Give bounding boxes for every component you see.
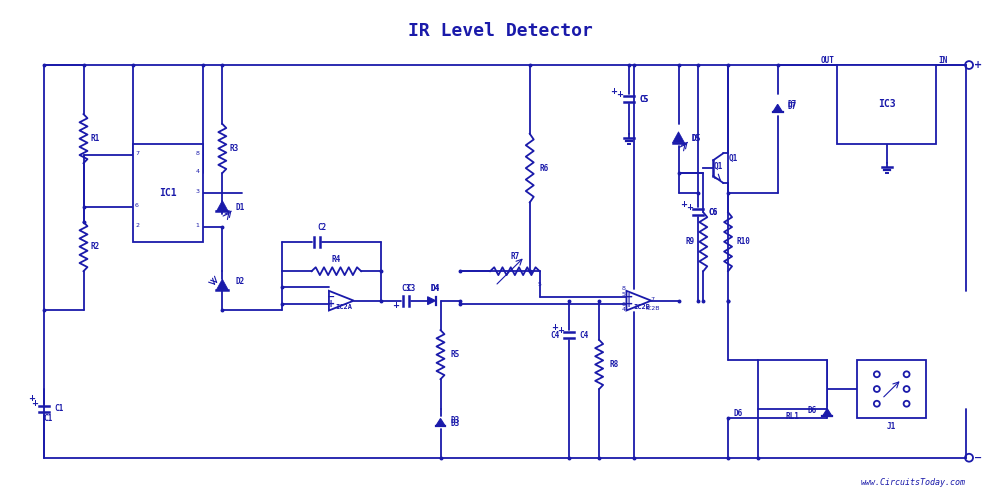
Text: D4: D4 [431,284,440,293]
Text: D3: D3 [451,419,460,428]
Polygon shape [673,132,684,143]
Text: 4: 4 [622,308,626,312]
Text: D5: D5 [692,134,701,143]
Text: C1: C1 [44,414,53,423]
Text: 3: 3 [196,188,200,194]
Text: C5: C5 [639,95,648,104]
Text: IC1: IC1 [159,187,177,198]
Text: 7: 7 [135,152,139,156]
Text: C3: C3 [401,284,410,293]
Text: IC3: IC3 [878,99,896,109]
Polygon shape [216,279,228,290]
Text: Q1: Q1 [714,162,723,171]
Text: D4: D4 [431,284,440,293]
Polygon shape [428,297,436,305]
Polygon shape [216,201,228,212]
Text: RL1: RL1 [786,412,799,421]
Text: Q1: Q1 [728,154,738,163]
Text: C6: C6 [709,208,718,217]
Polygon shape [436,419,445,426]
Text: +: + [31,399,38,408]
Text: +: + [557,326,564,335]
Text: R5: R5 [451,350,460,359]
Text: D1: D1 [236,203,245,212]
Text: 6: 6 [135,203,139,209]
Text: C3: C3 [406,284,415,293]
Text: +: + [680,200,687,210]
Bar [857,360,926,419]
Text: IC2A: IC2A [336,304,353,309]
Bar [133,144,202,242]
Text: −: − [625,299,633,309]
Text: 8: 8 [196,152,199,156]
Text: 6: 6 [622,302,626,307]
Text: IR Level Detector: IR Level Detector [408,22,592,40]
Bar [758,360,827,409]
Text: 8: 8 [622,286,626,291]
Text: C1: C1 [54,404,63,413]
Text: −: − [327,292,335,302]
Bar [837,65,936,144]
Text: D7: D7 [788,100,797,109]
Text: R4: R4 [332,255,341,264]
Text: 5: 5 [538,282,542,287]
Text: OUT: OUT [820,56,834,65]
Text: +: + [625,292,633,302]
Text: +: + [686,203,693,212]
Text: IC2B: IC2B [633,304,650,309]
Text: C4: C4 [580,331,589,339]
Text: +: + [616,90,623,99]
Text: +: + [327,299,335,309]
Text: +: + [611,88,618,96]
Text: R2: R2 [91,242,100,251]
Text: 7: 7 [651,297,655,302]
Text: D2: D2 [236,277,245,285]
Text: +: + [392,301,399,309]
Text: +: + [551,323,558,332]
Text: www.CircuitsToday.com: www.CircuitsToday.com [861,478,966,487]
Text: C2: C2 [317,222,326,232]
Text: IC2B: IC2B [645,307,660,311]
Text: R6: R6 [540,164,549,173]
Polygon shape [822,409,832,417]
Text: J1: J1 [887,422,896,431]
Text: C4: C4 [550,331,559,339]
Text: −: − [974,453,982,463]
Text: R8: R8 [609,360,619,369]
Text: R9: R9 [686,237,695,246]
Text: IN: IN [938,56,948,65]
Text: +: + [28,394,35,403]
Text: D3: D3 [451,416,460,425]
Text: +: + [974,60,982,70]
Text: 5: 5 [622,292,626,297]
Text: R1: R1 [91,134,100,143]
Text: 2: 2 [135,223,139,228]
Text: −: − [625,292,633,302]
Text: R3: R3 [230,144,239,153]
Text: D7: D7 [788,102,797,111]
Text: R10: R10 [736,237,750,246]
Text: +: + [625,299,633,309]
Text: C5: C5 [639,95,648,104]
Text: C6: C6 [709,208,718,217]
Polygon shape [773,104,783,112]
Text: D6: D6 [808,406,817,415]
Text: 1: 1 [196,223,199,228]
Text: 4: 4 [196,169,200,174]
Text: R7: R7 [510,252,520,261]
Text: D5: D5 [692,134,701,143]
Text: D6: D6 [733,409,743,418]
